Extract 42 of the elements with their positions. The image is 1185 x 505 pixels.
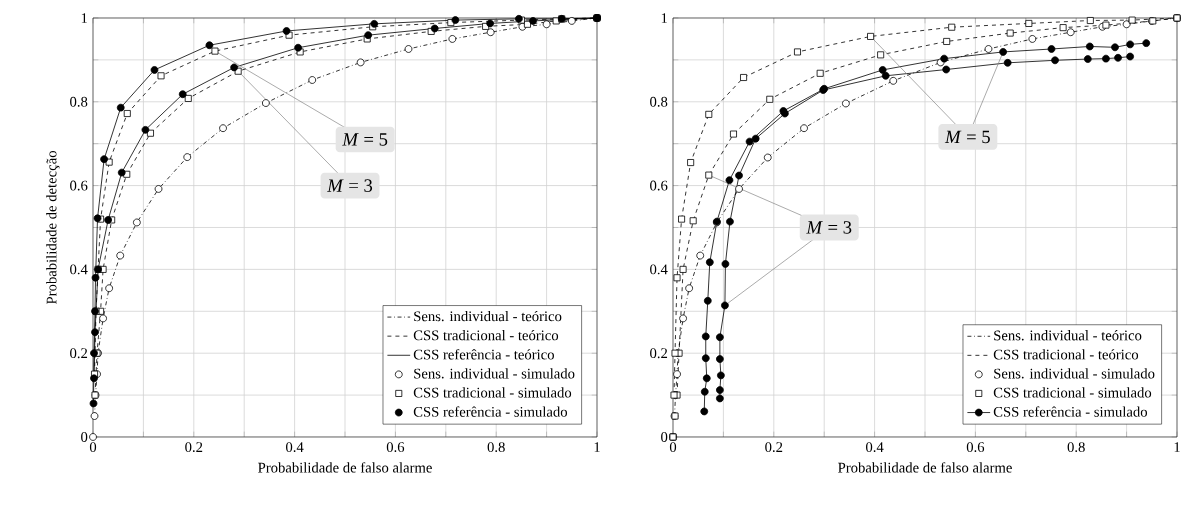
x-tick-label: 1 <box>594 442 600 452</box>
x-tick-label: 0.2 <box>765 442 783 453</box>
x-tick-label: 1 <box>1174 442 1180 452</box>
x-tick-label: 0.8 <box>1067 442 1085 453</box>
legend-label: Sens. individual - teórico <box>994 330 1142 341</box>
legend-label: Sens. individual - simulado <box>994 368 1155 379</box>
legend-label: CSS tradicional - simulado <box>993 387 1152 398</box>
y-tick-label: 0.4 <box>70 264 88 275</box>
legend-label: CSS referência - simulado <box>413 406 568 417</box>
x-tick-label: 0.4 <box>286 442 304 453</box>
x-axis-title: Probabilidade de falso alarme <box>258 462 432 473</box>
x-tick-label: 0.8 <box>487 442 505 453</box>
legend-label: CSS referência - simulado <box>993 406 1148 417</box>
y-tick-label: 0.2 <box>70 348 88 359</box>
x-tick-label: 0.2 <box>185 442 203 453</box>
y-axis-title: Probabilidade de detecção <box>46 151 60 305</box>
legend-label: CSS tradicional - teórico <box>993 349 1139 360</box>
y-tick-label: 0.6 <box>70 180 88 191</box>
legend-label: CSS referência - teórico <box>413 349 554 360</box>
y-tick-label: 0 <box>661 432 668 442</box>
annotation: M = 3 <box>806 221 852 234</box>
x-axis-title: Probabilidade de falso alarme <box>838 462 1012 473</box>
legend-label: Sens. individual - simulado <box>414 368 575 379</box>
y-tick-label: 0 <box>81 432 88 442</box>
y-tick-label: 0.8 <box>70 96 88 107</box>
x-tick-label: 0 <box>89 442 97 453</box>
y-tick-label: 1 <box>661 13 667 23</box>
x-tick-label: 0 <box>669 442 677 453</box>
y-tick-label: 0.2 <box>650 348 668 359</box>
annotation: M = 5 <box>342 133 388 146</box>
x-tick-label: 0.6 <box>966 442 985 453</box>
y-tick-label: 1 <box>81 13 87 23</box>
legend-label: Sens. individual - teórico <box>414 310 562 322</box>
y-tick-label: 0.4 <box>650 264 668 275</box>
legend-label: CSS tradicional - simulado <box>413 387 572 398</box>
annotation: M = 3 <box>327 179 373 192</box>
annotation: M = 5 <box>944 130 990 144</box>
y-tick-label: 0.8 <box>650 96 668 107</box>
x-tick-label: 0.4 <box>866 442 884 453</box>
legend-label: CSS tradicional - teórico <box>413 329 559 341</box>
y-tick-label: 0.6 <box>650 180 668 191</box>
x-tick-label: 0.6 <box>386 442 405 453</box>
